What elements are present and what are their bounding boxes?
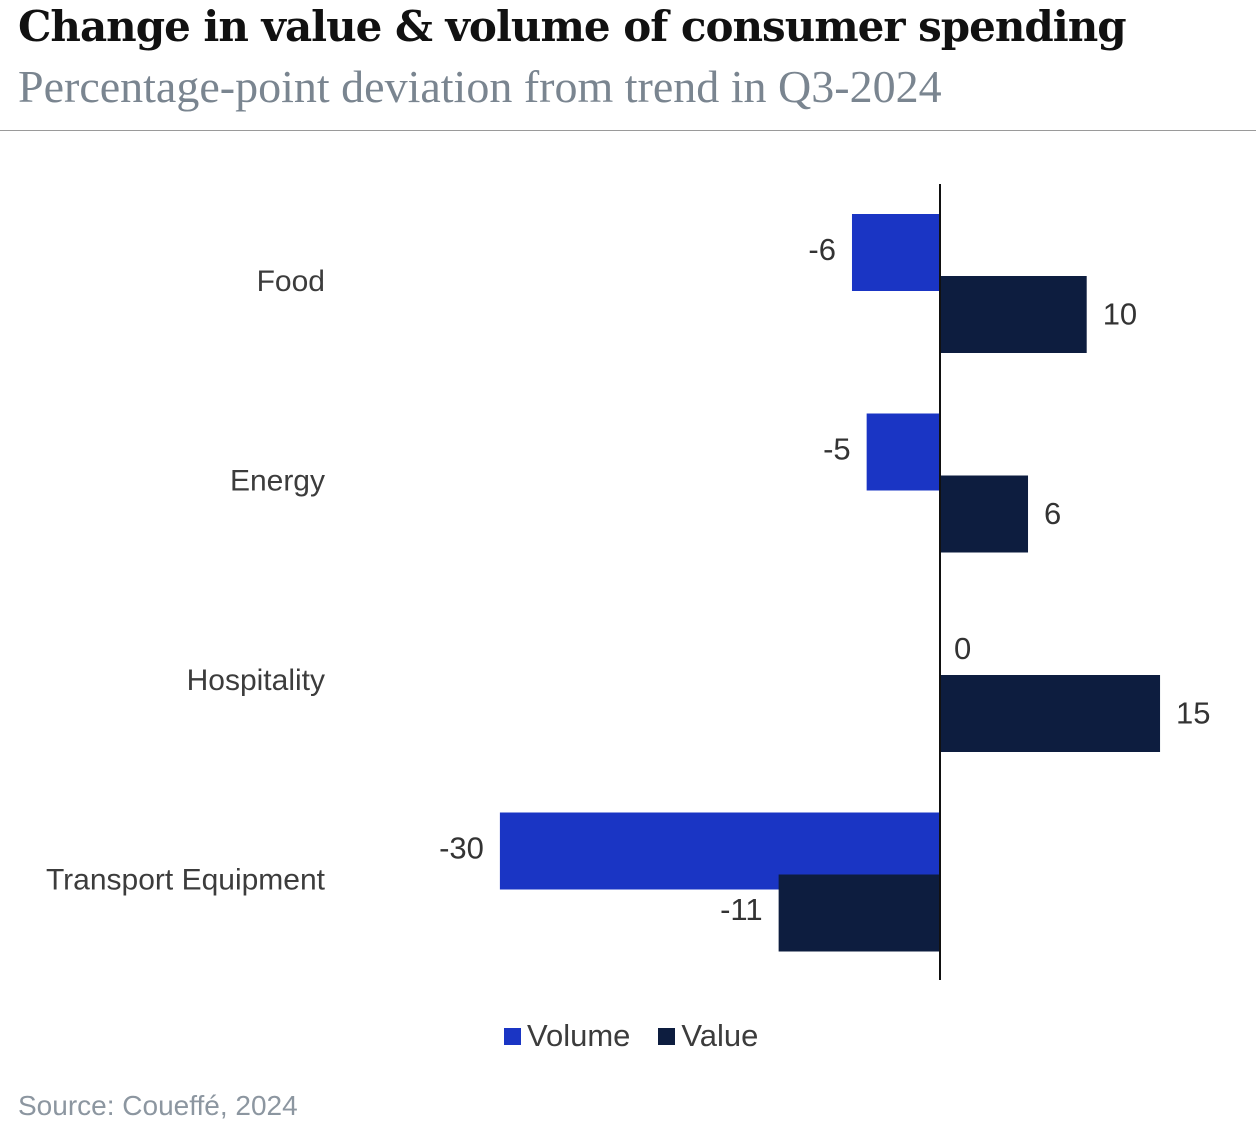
legend-item-volume: Volume (504, 1018, 630, 1054)
bar-volume-energy (866, 413, 940, 491)
chart-legend: Volume Value (504, 1018, 786, 1054)
legend-label-volume: Volume (527, 1018, 631, 1053)
bar-value-transport-equipment (778, 874, 940, 952)
value-label-volume-hospitality: 0 (954, 631, 971, 666)
value-label-volume-transport-equipment: -30 (439, 831, 484, 866)
value-label-value-hospitality: 15 (1176, 696, 1210, 731)
value-label-value-energy: 6 (1044, 496, 1061, 531)
bar-value-food (940, 276, 1087, 353)
value-label-value-transport-equipment: -11 (720, 892, 763, 927)
source-note: Source: Coueffé, 2024 (18, 1090, 298, 1121)
category-label-hospitality: Hospitality (187, 664, 325, 697)
chart-subtitle: Percentage-point deviation from trend in… (18, 61, 942, 112)
category-label-energy: Energy (230, 464, 325, 497)
legend-label-value: Value (681, 1018, 759, 1053)
legend-swatch-value (658, 1027, 676, 1045)
chart-title: Change in value & volume of consumer spe… (18, 2, 1127, 51)
legend-item-value: Value (658, 1018, 758, 1054)
bar-value-energy (940, 475, 1029, 553)
value-label-volume-energy: -5 (823, 432, 851, 467)
category-label-food: Food (257, 265, 325, 298)
header-divider (0, 130, 1256, 131)
value-label-volume-food: -6 (808, 232, 836, 267)
category-label-transport-equipment: Transport Equipment (46, 863, 326, 896)
value-label-value-food: 10 (1103, 297, 1137, 332)
legend-swatch-volume (504, 1027, 521, 1045)
bar-value-hospitality (940, 675, 1161, 752)
bar-volume-food (851, 214, 940, 291)
